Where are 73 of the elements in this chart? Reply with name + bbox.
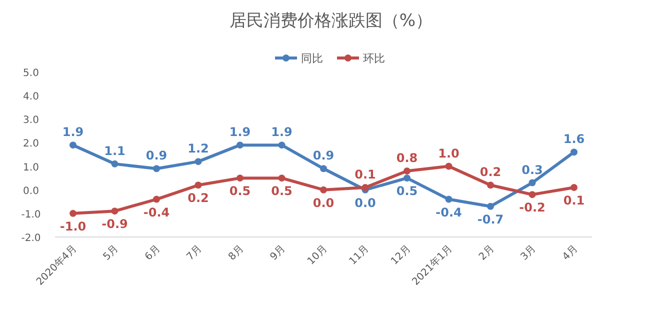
y-tick-label: 4.0 xyxy=(23,92,39,103)
point xyxy=(236,142,244,149)
point xyxy=(111,160,118,168)
data-label: 0.8 xyxy=(396,151,418,165)
data-label: 1.9 xyxy=(229,125,251,140)
point xyxy=(194,182,202,189)
x-tick-label: 12月 xyxy=(389,243,414,268)
data-label: -0.9 xyxy=(102,217,128,232)
data-label: -0.7 xyxy=(477,212,504,226)
x-tick-label: 3月 xyxy=(519,243,538,263)
data-label: 1.1 xyxy=(104,144,126,158)
data-label: -0.2 xyxy=(519,200,546,215)
point xyxy=(570,148,578,156)
x-tick-label: 4月 xyxy=(560,243,580,263)
y-tick-label: 1.0 xyxy=(23,162,39,174)
point xyxy=(570,184,578,191)
point xyxy=(528,179,536,186)
data-label: -1.0 xyxy=(60,219,86,234)
point xyxy=(362,184,369,191)
data-label: 0.1 xyxy=(563,194,585,208)
y-tick-label: 2.0 xyxy=(23,138,39,150)
point xyxy=(404,174,410,182)
data-label: 0.1 xyxy=(354,168,376,182)
data-label: -0.4 xyxy=(143,205,170,220)
point xyxy=(445,196,452,203)
data-label: 0.5 xyxy=(396,184,418,198)
data-label: 0.2 xyxy=(188,191,209,206)
legend-label: 环比 xyxy=(363,52,385,65)
point xyxy=(153,196,160,203)
point xyxy=(111,208,118,215)
point xyxy=(70,210,76,217)
data-label: 0.5 xyxy=(229,184,251,198)
y-tick-label: 3.0 xyxy=(23,115,39,126)
data-label: 1.0 xyxy=(438,146,460,160)
data-label: 1.6 xyxy=(563,132,585,146)
point xyxy=(445,162,452,170)
data-label: 0.3 xyxy=(522,162,543,177)
data-label: 0.2 xyxy=(480,165,502,180)
point xyxy=(320,165,327,172)
x-tick-label: 11月 xyxy=(348,243,372,268)
point xyxy=(487,182,494,189)
data-label: -0.4 xyxy=(436,205,462,220)
x-tick-label: 7月 xyxy=(185,243,204,263)
y-tick-label: 0.0 xyxy=(23,186,39,197)
point xyxy=(70,142,76,149)
point xyxy=(278,174,286,182)
point xyxy=(320,186,327,194)
data-label: 0.9 xyxy=(312,148,334,163)
chart-title: 居民消费价格涨跌图（%） xyxy=(229,11,433,31)
point xyxy=(487,202,494,210)
x-tick-label: 6月 xyxy=(143,243,163,263)
point xyxy=(194,158,202,166)
data-label: 0.5 xyxy=(271,184,292,198)
data-label: 1.2 xyxy=(188,142,209,156)
point xyxy=(236,174,244,182)
x-tick-label: 8月 xyxy=(226,243,246,263)
x-tick-label: 5月 xyxy=(102,243,121,263)
point xyxy=(528,191,536,198)
data-label: 0.9 xyxy=(146,148,168,163)
point xyxy=(404,168,410,174)
y-tick-label: -2.0 xyxy=(21,233,41,244)
point xyxy=(278,142,286,149)
legend-label: 同比 xyxy=(301,52,323,65)
x-tick-label: 10月 xyxy=(306,243,330,268)
data-label: 1.9 xyxy=(62,125,84,140)
data-label: 0.0 xyxy=(354,196,376,210)
y-tick-label: -1.0 xyxy=(21,209,41,220)
y-tick-label: 5.0 xyxy=(23,68,39,79)
data-label: 0.0 xyxy=(312,196,334,210)
x-tick-label: 2月 xyxy=(477,243,497,263)
point xyxy=(153,165,160,172)
data-label: 1.9 xyxy=(271,125,292,140)
x-tick-label: 9月 xyxy=(268,243,288,263)
